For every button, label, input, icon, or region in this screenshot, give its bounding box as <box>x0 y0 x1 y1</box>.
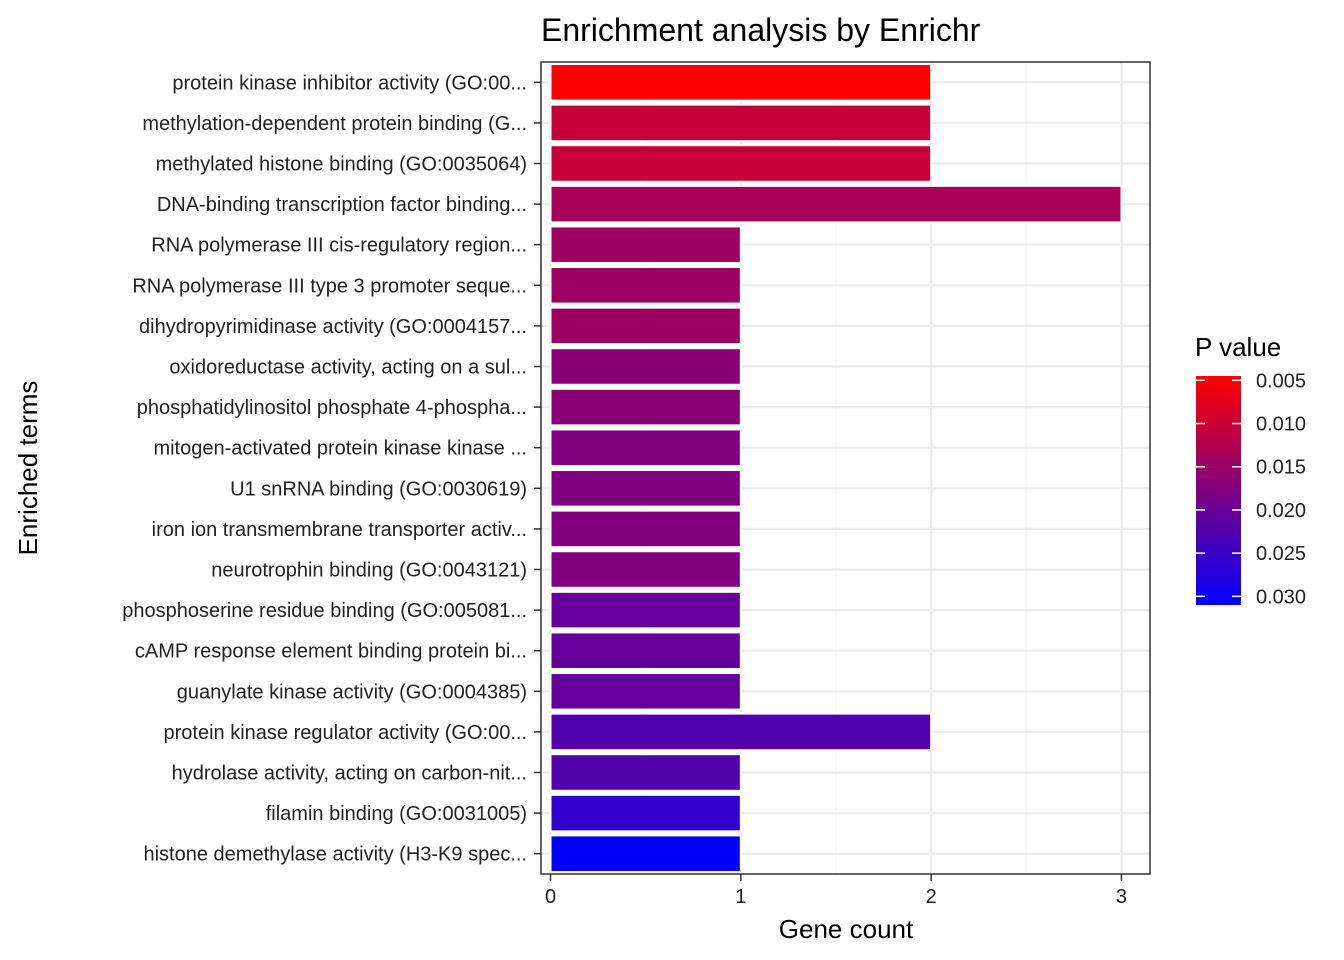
y-tick-label: methylated histone binding (GO:0035064) <box>156 154 527 176</box>
y-tick-label: cAMP response element binding protein bi… <box>135 641 527 663</box>
y-tick-label: U1 snRNA binding (GO:0030619) <box>230 478 527 500</box>
y-tick-label: RNA polymerase III cis-regulatory region… <box>151 235 527 257</box>
bar <box>549 712 933 752</box>
bar <box>549 184 1123 224</box>
y-tick-label: histone demethylase activity (H3-K9 spec… <box>143 844 527 866</box>
x-tick-label: 3 <box>1116 886 1127 908</box>
legend-colorbar <box>1196 376 1241 605</box>
x-axis: 0 1 2 3 <box>545 874 1127 908</box>
y-tick-label: phosphoserine residue binding (GO:005081… <box>122 600 527 622</box>
y-tick-label: filamin binding (GO:0031005) <box>266 803 527 825</box>
legend-tick-label: 0.020 <box>1256 500 1306 522</box>
y-tick-label: methylation-dependent protein binding (G… <box>142 113 527 135</box>
bar <box>549 509 742 549</box>
bar <box>549 550 742 589</box>
bar <box>549 590 742 630</box>
y-tick-label: protein kinase inhibitor activity (GO:00… <box>172 72 527 94</box>
panel-border <box>540 61 1151 875</box>
grid-layer <box>541 62 1150 874</box>
y-tick-label: hydrolase activity, acting on carbon-nit… <box>172 763 527 785</box>
y-tick-label: protein kinase regulator activity (GO:00… <box>164 722 528 744</box>
y-tick-label: DNA-binding transcription factor binding… <box>157 194 527 216</box>
y-tick-label: neurotrophin binding (GO:0043121) <box>211 560 527 582</box>
bar <box>549 753 742 792</box>
bar <box>549 306 742 346</box>
x-tick-label: 2 <box>926 886 937 908</box>
y-tick-label: guanylate kinase activity (GO:0004385) <box>177 681 527 703</box>
bar <box>549 428 742 467</box>
y-tick-label: phosphatidylinositol phosphate 4-phospha… <box>137 397 527 419</box>
y-axis: protein kinase inhibitor activity (GO:00… <box>122 72 541 866</box>
bar <box>549 387 742 427</box>
bar <box>549 672 742 711</box>
bar <box>549 144 933 183</box>
bar <box>549 834 742 873</box>
legend-ticks: 0.005 0.010 0.015 0.020 0.025 0.030 <box>1196 370 1306 608</box>
legend-tick-label: 0.015 <box>1256 457 1306 479</box>
legend-tick-label: 0.010 <box>1256 414 1306 436</box>
x-tick-label: 1 <box>735 886 746 908</box>
x-tick-label: 0 <box>545 886 556 908</box>
bar <box>549 347 742 386</box>
y-axis-title: Enriched terms <box>13 381 43 556</box>
y-tick-label: iron ion transmembrane transporter activ… <box>152 519 527 541</box>
bar <box>549 103 933 143</box>
bar <box>549 266 742 305</box>
legend-tick-label: 0.030 <box>1256 586 1306 608</box>
y-tick-label: oxidoreductase activity, acting on a sul… <box>169 357 527 379</box>
bar <box>549 469 742 508</box>
x-axis-title: Gene count <box>779 914 914 944</box>
legend-tick-label: 0.005 <box>1256 370 1306 392</box>
bar <box>549 63 933 102</box>
bar <box>549 225 742 264</box>
y-tick-label: RNA polymerase III type 3 promoter seque… <box>132 275 527 297</box>
bar <box>549 631 742 670</box>
bar <box>549 793 742 833</box>
y-tick-label: mitogen-activated protein kinase kinase … <box>153 438 527 460</box>
chart-title: Enrichment analysis by Enrichr <box>541 12 981 48</box>
bars-layer <box>549 63 1123 873</box>
legend-title: P value <box>1195 332 1281 362</box>
y-tick-label: dihydropyrimidinase activity (GO:0004157… <box>139 316 527 338</box>
legend: P value 0.005 0.010 0.015 0.020 0.025 0.030 <box>1195 332 1306 608</box>
legend-tick-label: 0.025 <box>1256 543 1306 565</box>
